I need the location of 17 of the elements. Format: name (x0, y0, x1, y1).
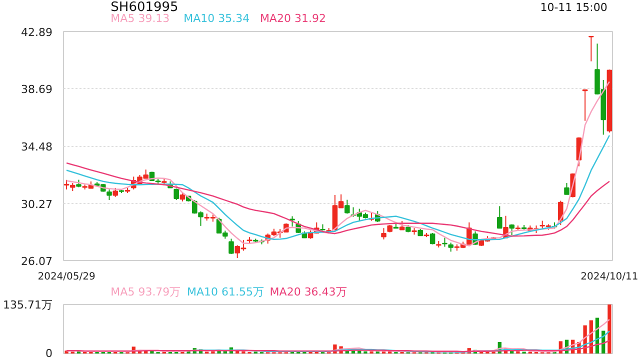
y-tick-label: 0 (46, 347, 52, 360)
y-tick-label: 30.27 (21, 198, 53, 211)
y-tick-label: 42.89 (21, 26, 53, 39)
text: MA5 39.13 (110, 12, 170, 25)
text: MA10 35.34 (184, 12, 250, 25)
x-tick-label: 2024/05/29 (38, 272, 96, 282)
y-tick-label: 135.71万 (3, 298, 53, 312)
y-tick-label: 34.48 (21, 140, 53, 154)
x-tick-label: 2024/10/11 (580, 272, 638, 282)
text: MA5 93.79万 (110, 286, 181, 298)
text: MA20 36.43万 (270, 286, 347, 298)
text: 10-11 15:00 (540, 1, 608, 14)
text: MA20 31.92 (260, 12, 326, 25)
y-tick-label: 38.69 (21, 83, 53, 96)
text: MA10 61.55万 (187, 286, 264, 298)
y-tick-label: 26.07 (21, 255, 53, 268)
chart-title: SH601995 (110, 0, 178, 15)
